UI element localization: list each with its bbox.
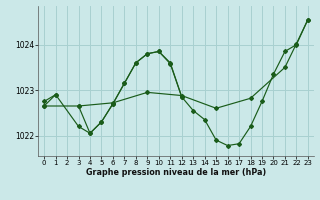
X-axis label: Graphe pression niveau de la mer (hPa): Graphe pression niveau de la mer (hPa) [86, 168, 266, 177]
